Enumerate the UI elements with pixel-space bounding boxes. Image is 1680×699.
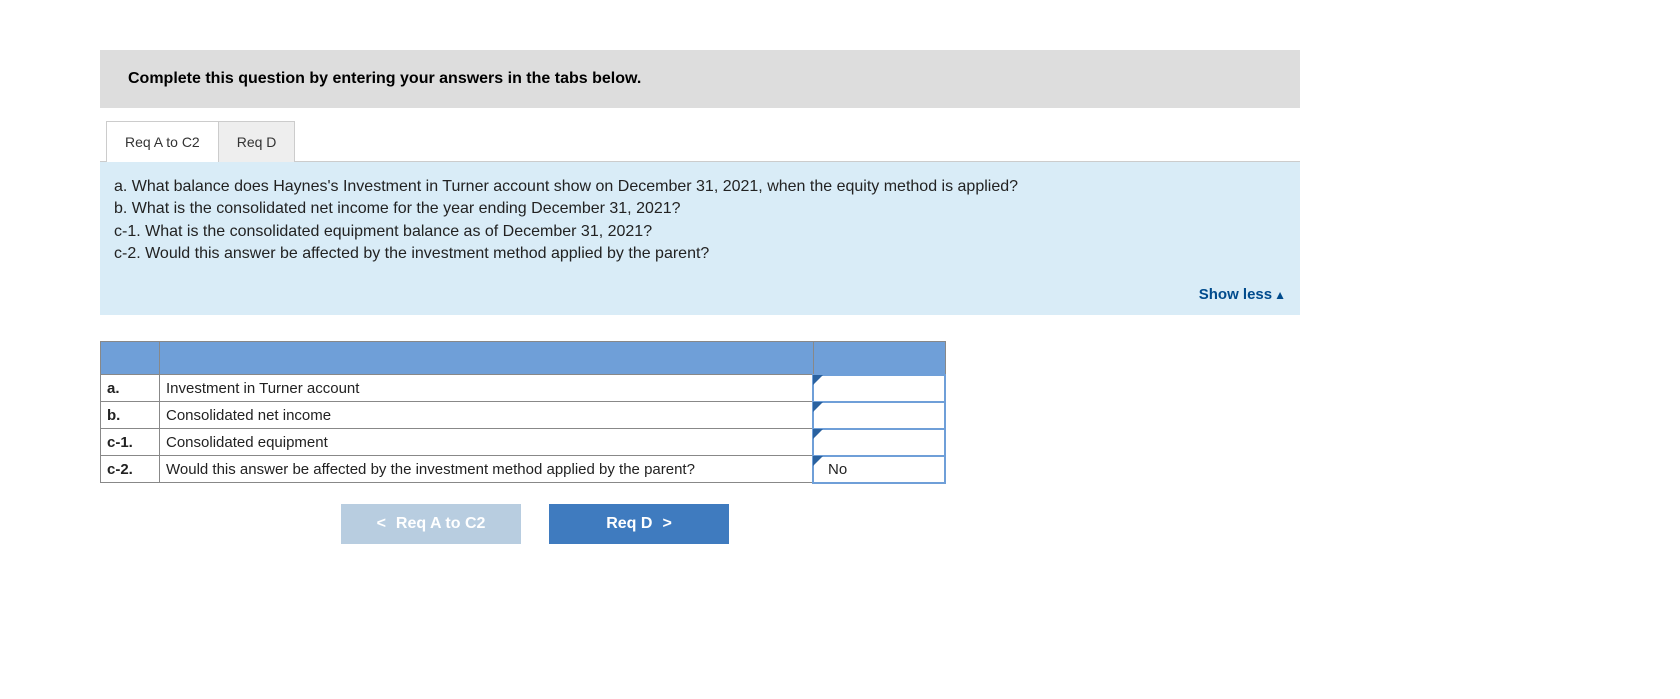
row-desc: Consolidated net income [160, 402, 814, 429]
chevron-up-icon: ▲ [1274, 288, 1286, 302]
answer-value-c2[interactable]: No [814, 457, 944, 482]
answer-input-a[interactable] [814, 376, 944, 401]
next-button[interactable]: Req D > [549, 504, 729, 544]
table-header-value [813, 341, 945, 375]
cell-marker-icon [813, 375, 823, 385]
next-button-label: Req D [606, 515, 652, 533]
tab-req-d[interactable]: Req D [218, 121, 296, 162]
question-line-a: a. What balance does Haynes's Investment… [114, 176, 1286, 198]
question-line-b: b. What is the consolidated net income f… [114, 198, 1286, 220]
row-desc: Investment in Turner account [160, 375, 814, 402]
answer-cell-c1[interactable] [813, 429, 945, 456]
question-box: a. What balance does Haynes's Investment… [100, 162, 1300, 315]
tab-req-a-to-c2[interactable]: Req A to C2 [106, 121, 219, 162]
show-less-toggle[interactable]: Show less▲ [114, 284, 1286, 305]
answer-cell-b[interactable] [813, 402, 945, 429]
row-label: a. [101, 375, 160, 402]
show-less-label: Show less [1199, 286, 1272, 303]
tabs: Req A to C2 Req D [100, 120, 1300, 162]
table-header-label [101, 341, 160, 375]
row-label: c-2. [101, 456, 160, 483]
table-header-desc [160, 341, 814, 375]
answer-table: a. Investment in Turner account b. Conso… [100, 341, 946, 484]
nav-buttons: < Req A to C2 Req D > [100, 504, 970, 544]
row-desc: Consolidated equipment [160, 429, 814, 456]
question-line-c1: c-1. What is the consolidated equipment … [114, 221, 1286, 243]
prev-button: < Req A to C2 [341, 504, 521, 544]
table-row: c-2. Would this answer be affected by th… [101, 456, 946, 483]
chevron-right-icon: > [662, 515, 671, 533]
prev-button-label: Req A to C2 [396, 515, 485, 533]
table-row: c-1. Consolidated equipment [101, 429, 946, 456]
instruction-bar: Complete this question by entering your … [100, 50, 1300, 108]
chevron-left-icon: < [377, 515, 386, 533]
answer-cell-c2[interactable]: No [813, 456, 945, 483]
table-row: a. Investment in Turner account [101, 375, 946, 402]
cell-marker-icon [813, 456, 823, 466]
table-row: b. Consolidated net income [101, 402, 946, 429]
row-label: b. [101, 402, 160, 429]
question-line-c2: c-2. Would this answer be affected by th… [114, 243, 1286, 265]
answer-cell-a[interactable] [813, 375, 945, 402]
answer-input-b[interactable] [814, 403, 944, 428]
answer-input-c1[interactable] [814, 430, 944, 455]
cell-marker-icon [813, 429, 823, 439]
row-label: c-1. [101, 429, 160, 456]
cell-marker-icon [813, 402, 823, 412]
row-desc: Would this answer be affected by the inv… [160, 456, 814, 483]
